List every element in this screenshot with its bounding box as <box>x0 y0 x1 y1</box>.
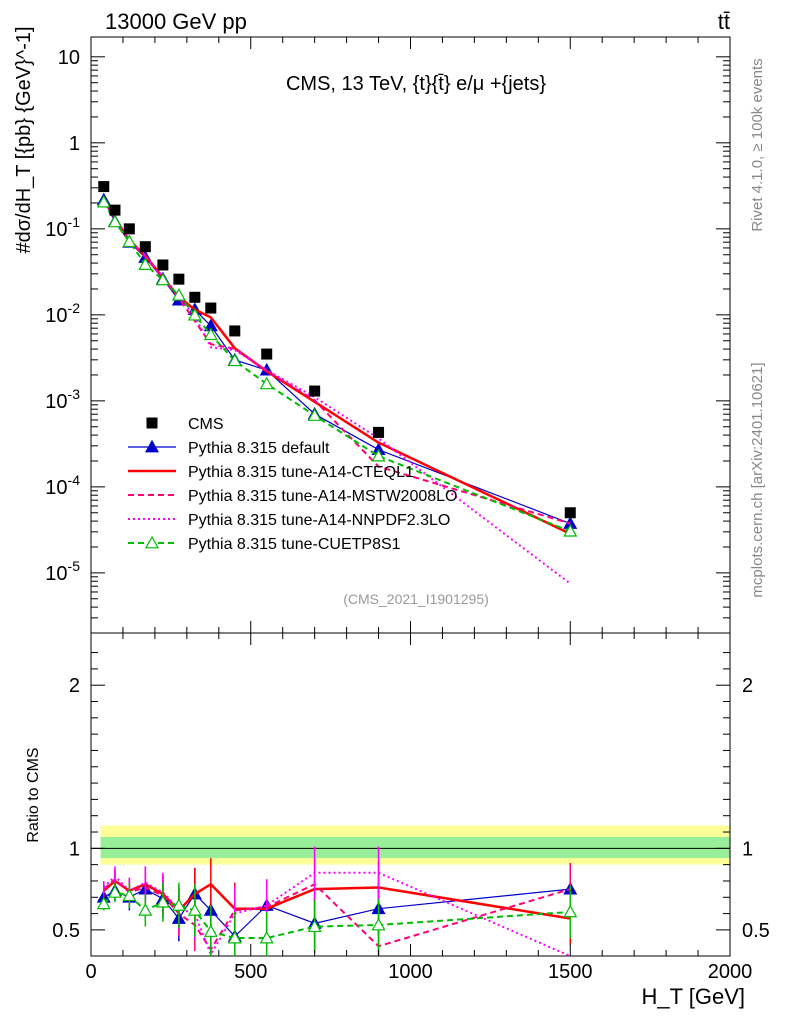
cms-data-point <box>123 223 135 235</box>
series-marker <box>307 408 322 421</box>
ratio-marker <box>371 917 386 931</box>
x-tick-label: 0 <box>85 961 96 983</box>
ratio-marker <box>155 894 170 908</box>
ratio-y-tick-label: 0.5 <box>742 920 770 942</box>
ratio-series-line <box>103 871 571 957</box>
y-tick-label: 10 <box>58 47 80 69</box>
series-marker <box>171 288 186 301</box>
main-series <box>96 181 578 585</box>
ratio-marker <box>227 930 242 944</box>
legend-label: CMS <box>188 416 224 433</box>
cms-data-point <box>139 241 151 253</box>
rivet-version-label: Rivet 4.1.0, ≥ 100k events <box>749 58 766 231</box>
x-tick-label: 2000 <box>708 961 753 983</box>
ratio-y-tick-label: 1 <box>742 838 753 860</box>
x-tick-label: 500 <box>234 961 267 983</box>
ratio-marker <box>107 885 122 898</box>
ratio-y-tick-label: 2 <box>69 675 80 697</box>
ratio-y-tick-label: 2 <box>742 675 753 697</box>
y-tick-label: 10-4 <box>45 472 80 499</box>
legend-label: Pythia 8.315 tune-A14-NNPDF2.3LO <box>188 512 450 529</box>
legend-label: Pythia 8.315 tune-CUETP8S1 <box>188 536 401 553</box>
legend: CMS Pythia 8.315 default Pythia 8.315 tune… <box>128 416 457 553</box>
legend-marker <box>146 417 158 429</box>
energy-label: 13000 GeV pp <box>105 9 247 34</box>
cms-data-point <box>309 385 321 397</box>
x-axis-ticks: 0 500 1000 1500 2000 <box>85 37 752 983</box>
ratio-y-axis-label: Ratio to CMS <box>25 747 42 842</box>
series-marker <box>138 257 153 270</box>
cms-data-point <box>229 325 241 337</box>
chart-title: CMS, 13 TeV, {t}{t̄} e/μ +{jets} <box>286 73 546 95</box>
ratio-marker <box>171 898 186 911</box>
y-tick-label: 10-2 <box>45 300 80 327</box>
process-label: tt̄ <box>718 9 730 34</box>
ratio-series-line <box>103 877 571 952</box>
ratio-series-line <box>103 891 571 940</box>
ratio-marker <box>187 903 202 916</box>
y-tick-label: 1 <box>69 133 80 155</box>
cms-data-point <box>564 507 576 519</box>
ratio-band-inner <box>100 836 730 859</box>
ratio-plot: Ratio to CMS 2 2 1 1 0.5 0.5 <box>25 632 770 957</box>
series-marker <box>187 307 202 321</box>
analysis-id-label: (CMS_2021_I1901295) <box>343 591 489 607</box>
ratio-series <box>96 846 578 957</box>
cms-data-point <box>157 259 169 271</box>
cms-data-point <box>261 348 273 360</box>
ratio-y-tick-label: 0.5 <box>52 920 80 942</box>
series-marker <box>107 214 122 228</box>
series-line <box>102 197 571 535</box>
main-plot-frame <box>90 36 731 634</box>
cms-data-point <box>173 273 185 285</box>
series-marker <box>227 353 242 367</box>
ratio-series-line <box>103 888 571 938</box>
legend-label: Pythia 8.315 default <box>188 440 330 457</box>
ratio-marker <box>259 930 274 944</box>
y-tick-label: 10-1 <box>45 214 80 241</box>
ratio-marker <box>138 903 153 916</box>
cms-data-point <box>373 426 385 438</box>
y-tick-label: 10-5 <box>45 558 80 585</box>
series-marker <box>371 448 386 462</box>
y-tick-label: 10-3 <box>45 386 80 413</box>
ratio-marker <box>563 904 578 918</box>
main-plot: CMS, 13 TeV, {t}{t̄} e/μ +{jets} (CMS_20… <box>13 26 731 634</box>
source-label: mcplots.cern.ch [arXiv:2401.10621] <box>749 362 766 597</box>
legend-label: Pythia 8.315 tune-A14-MSTW2008LO <box>188 488 457 505</box>
ratio-marker <box>96 896 111 910</box>
ratio-plot-frame <box>90 632 731 957</box>
ratio-ticks: 2 2 1 1 0.5 0.5 <box>52 652 770 942</box>
ratio-y-tick-label: 1 <box>69 838 80 860</box>
series-marker <box>203 327 218 341</box>
ratio-marker <box>307 919 322 933</box>
legend-marker <box>144 439 160 453</box>
series-line <box>102 201 571 533</box>
cms-data-point <box>205 302 217 314</box>
series-marker <box>155 272 170 286</box>
series-marker <box>259 376 274 390</box>
ratio-uncertainty-bands <box>91 825 730 865</box>
series-marker <box>96 194 111 208</box>
ratio-marker <box>122 888 137 902</box>
series-marker <box>563 523 578 537</box>
cms-data-point <box>98 181 110 193</box>
x-tick-label: 1000 <box>388 961 433 983</box>
legend-label: Pythia 8.315 tune-A14-CTEQL1 <box>188 464 414 481</box>
x-tick-label: 1500 <box>548 961 593 983</box>
legend-marker <box>144 535 160 549</box>
cms-data-point <box>109 204 121 216</box>
main-ticks: 10 1 10-1 10-2 10-3 10-4 10-5 <box>45 47 730 634</box>
cms-data-point <box>189 291 201 303</box>
series-marker <box>122 234 137 248</box>
ratio-marker <box>203 924 218 937</box>
x-axis-label: H_T [GeV] <box>641 984 745 1009</box>
y-axis-label: #dσ/dH_T [{pb} {GeV}^-1] <box>13 26 35 253</box>
